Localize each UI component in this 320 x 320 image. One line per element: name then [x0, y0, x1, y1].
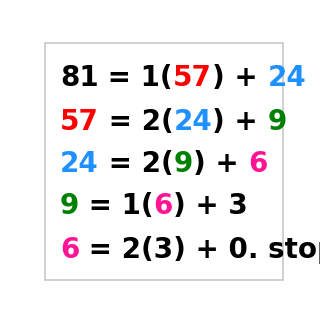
- Text: ) +: ) +: [212, 108, 268, 136]
- Text: 9: 9: [173, 150, 193, 178]
- Text: 6: 6: [248, 150, 267, 178]
- Text: = 2(: = 2(: [99, 150, 173, 178]
- Text: 81: 81: [60, 64, 99, 92]
- Text: 24: 24: [173, 108, 212, 136]
- Text: 24: 24: [267, 64, 306, 92]
- Text: 24: 24: [60, 150, 99, 178]
- Text: = 1(: = 1(: [79, 192, 154, 220]
- Text: 9: 9: [268, 108, 287, 136]
- Text: 57: 57: [173, 64, 212, 92]
- Text: ) +: ) +: [212, 64, 267, 92]
- Text: 6: 6: [60, 236, 79, 264]
- Text: = 2(3) + 0. stop: = 2(3) + 0. stop: [79, 236, 320, 264]
- Text: = 2(: = 2(: [99, 108, 173, 136]
- Text: = 1(: = 1(: [99, 64, 173, 92]
- Text: 9: 9: [60, 192, 79, 220]
- Text: 6: 6: [154, 192, 173, 220]
- Text: 57: 57: [60, 108, 99, 136]
- Text: ) +: ) +: [193, 150, 248, 178]
- Text: ) + 3: ) + 3: [173, 192, 248, 220]
